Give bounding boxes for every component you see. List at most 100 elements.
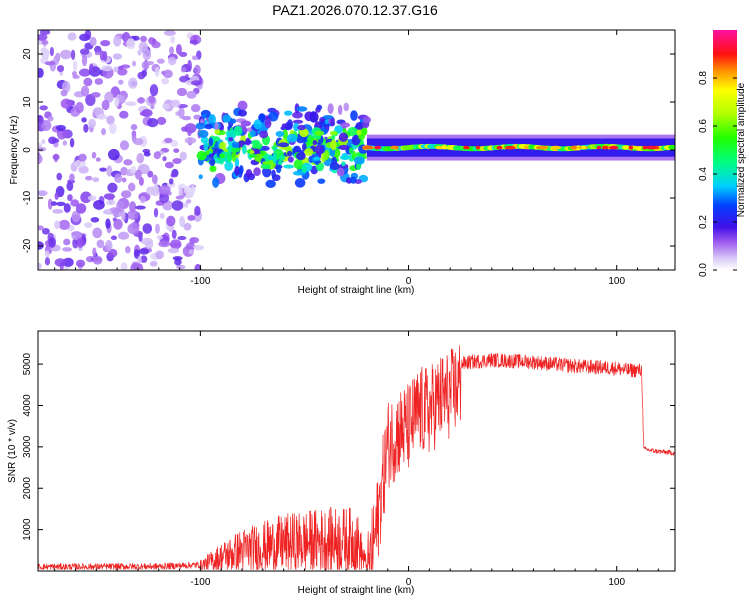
heatmap-cell [282,129,288,140]
heatmap-cell [69,173,75,182]
colorbar-tick-label: 0.8 [698,71,709,85]
heatmap-cell [193,64,201,75]
heatmap-cell [201,113,208,119]
heatmap-cell [337,104,343,115]
heatmap-cell [189,237,195,246]
heatmap-cell [81,54,88,67]
heatmap-cell [156,235,163,240]
heatmap-cell [296,151,306,161]
heatmap-cell [322,114,334,120]
heatmap-cell [249,150,255,155]
heatmap-cell [126,38,136,50]
heatmap-cell [628,145,634,150]
heatmap-cell [138,248,150,255]
heatmap-cell [71,210,81,223]
heatmap-cell [169,46,175,55]
heatmap-cell [81,117,87,123]
heatmap-cell [171,229,177,240]
heatmap-cell [228,137,234,142]
spectrogram-ylabel: Frequency (Hz) [9,116,20,185]
heatmap-cell [54,220,61,230]
heatmap-cell [87,195,97,201]
heatmap-cell [106,115,115,125]
heatmap-cell [580,145,587,150]
heatmap-cell [292,170,304,176]
heatmap-cell [140,35,148,43]
heatmap-cell [313,156,320,161]
heatmap-cell [167,247,180,254]
spectrogram-heatmap [38,30,675,270]
heatmap-cell [76,237,84,249]
heatmap-cell [162,103,170,110]
heatmap-cell [133,249,140,259]
heatmap-cell [167,181,176,188]
heatmap-cell [175,195,184,200]
heatmap-cell [155,250,164,260]
heatmap-cell [314,144,324,156]
heatmap-cell [139,196,146,204]
heatmap-cell [92,177,100,183]
heatmap-cell [56,201,66,207]
heatmap-cell [259,130,269,139]
heatmap-cell [142,48,152,61]
heatmap-cell [178,186,183,199]
heatmap-cell [642,145,647,150]
heatmap-cell [105,218,111,229]
heatmap-cell [193,244,205,251]
heatmap-cell [94,78,104,85]
heatmap-cell [137,71,146,80]
heatmap-cell [78,68,91,77]
heatmap-cell [338,132,349,142]
heatmap-cell [153,207,159,218]
heatmap-cell [107,148,120,161]
heatmap-cell [390,145,398,150]
heatmap-cell [524,145,529,150]
heatmap-cell [66,181,74,192]
heatmap-cell [198,174,203,180]
heatmap-cell [148,95,156,104]
heatmap-cell [153,151,161,160]
heatmap-cell [38,262,42,269]
heatmap-cell [38,146,47,152]
y-tick-label: -20 [22,238,33,253]
heatmap-cell [237,100,248,111]
heatmap-cell [158,184,171,195]
heatmap-cell [330,116,335,127]
heatmap-cell [130,165,137,174]
heatmap-cell [146,186,157,196]
snr-frame [37,330,676,572]
heatmap-cell [219,141,227,150]
heatmap-cell [62,247,73,252]
heatmap-cell [362,145,374,150]
heatmap-cell [570,145,578,150]
heatmap-cell [338,144,350,151]
heatmap-cell [142,223,153,234]
heatmap-cell [208,114,216,125]
heatmap-cell [179,151,187,161]
heatmap-cell [158,240,171,248]
heatmap-cell [164,137,173,144]
heatmap-cell [118,231,130,240]
heatmap-cell [155,223,160,234]
heatmap-cell [179,75,189,83]
heatmap-cell [596,145,602,150]
heatmap-cell [204,123,214,130]
heatmap-cell [130,124,138,131]
heatmap-cell [283,164,295,169]
heatmap-cell [327,103,334,114]
heatmap-cell [278,160,283,166]
heatmap-cell [60,89,68,97]
heatmap-cell [74,159,86,168]
heatmap-cell [134,169,142,180]
heatmap-cell [271,169,276,178]
heatmap-cell [314,160,320,166]
heatmap-cell [92,255,103,265]
heatmap-cell [91,151,97,159]
heatmap-cell [301,164,307,174]
heatmap-cell [329,131,338,136]
y-tick-label: 20 [22,48,33,60]
heatmap-cell [668,144,675,150]
heatmap-cell [296,106,308,112]
heatmap-cell [133,138,144,146]
